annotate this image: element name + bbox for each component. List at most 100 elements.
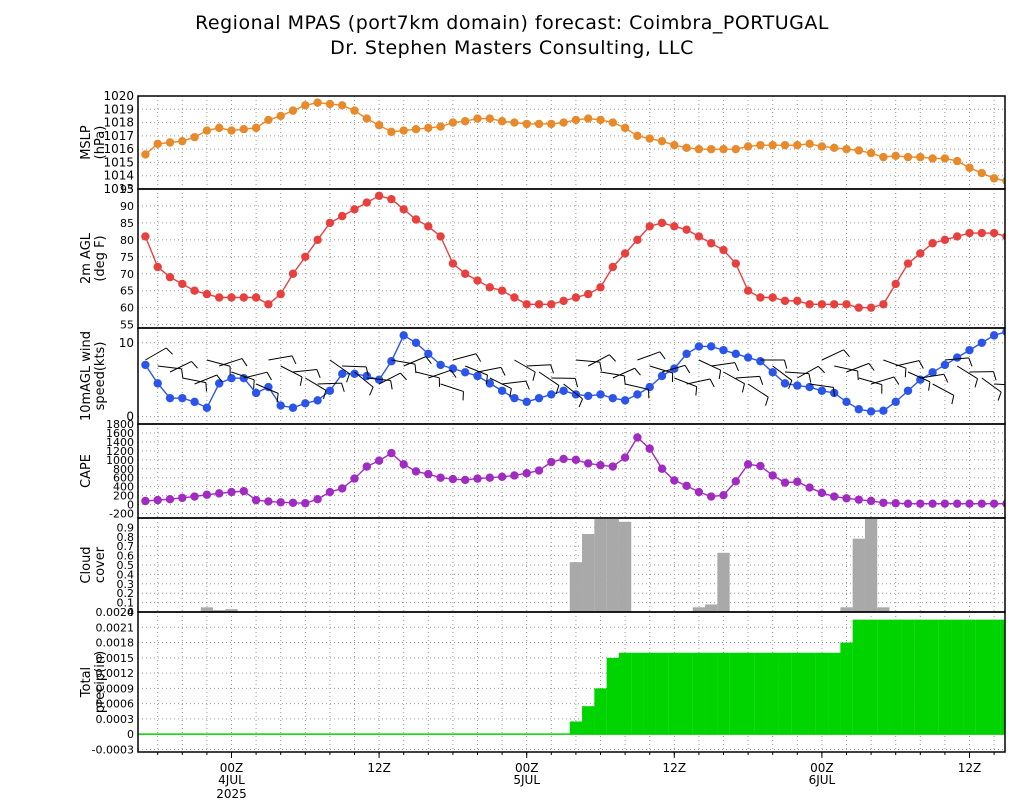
wind10m-point — [916, 375, 925, 384]
wind-barb-flag — [414, 364, 417, 374]
mslp-point — [239, 125, 248, 134]
wind10m-point — [559, 386, 568, 395]
mslp-point — [411, 125, 421, 134]
precip-step — [778, 652, 792, 735]
cloud-bar — [225, 609, 238, 612]
y-tick-label: 0.0012 — [96, 667, 135, 680]
mslp-point — [866, 148, 876, 158]
x-tick-label: 12Z — [367, 761, 391, 775]
cape-point — [165, 495, 175, 504]
wind-barb-flag — [718, 370, 722, 380]
mslp-point — [436, 122, 445, 131]
cape-point — [362, 462, 371, 471]
temp2m-point — [374, 191, 384, 200]
wind-barb — [219, 358, 243, 367]
panel-precip: -0.0003 0 0.0003 0.0006 0.0009 0.0012 0.0015 0.… — [79, 606, 1006, 756]
mslp-point — [325, 99, 335, 109]
y-tick-label: 1200 — [106, 445, 134, 458]
cape-point — [473, 474, 482, 483]
temp2m-point — [719, 245, 728, 255]
wind10m-point — [288, 403, 298, 412]
wind-barb — [587, 354, 610, 367]
mslp-point — [313, 98, 322, 107]
cape-point — [571, 455, 581, 465]
y-tick-label: 95 — [120, 183, 134, 196]
wind-barb-flag — [904, 368, 907, 378]
wind-barb-flag — [532, 371, 536, 381]
cloud-bar — [864, 518, 878, 612]
temp2m-point — [1002, 232, 1005, 241]
temp2m-point — [940, 235, 950, 245]
cloud-bar — [582, 533, 595, 612]
y-axis-label: MSLP — [79, 125, 94, 160]
mslp-point — [251, 123, 261, 133]
temp2m-point — [239, 293, 248, 302]
wind-barb-flag — [555, 385, 560, 395]
wind-barb — [145, 347, 167, 361]
wind10m-point — [178, 393, 187, 403]
cape-point — [694, 487, 704, 497]
temp2m-point — [645, 222, 654, 231]
temp2m-point — [251, 293, 261, 302]
cape-point — [817, 488, 827, 498]
cape-point — [903, 499, 913, 508]
y-tick-label: 0.0015 — [96, 652, 135, 665]
wind-barb — [711, 362, 736, 367]
cape-point — [842, 494, 851, 503]
wind10m-point — [202, 403, 212, 412]
wind-barb-flag — [500, 367, 506, 376]
wind-barb-flag — [832, 387, 836, 397]
wind-barb — [391, 359, 416, 365]
wind10m-point — [682, 349, 691, 359]
temp2m-point — [866, 303, 876, 312]
cape-point — [743, 460, 753, 469]
temp2m-point — [387, 194, 396, 204]
wind-barb — [169, 361, 192, 373]
wind10m-point — [596, 390, 605, 399]
mslp-point — [522, 119, 531, 129]
wind10m-point — [866, 407, 876, 416]
cloud-bar — [852, 538, 865, 612]
temp2m-point — [731, 259, 740, 268]
wind-barb — [428, 369, 452, 379]
wind-barb-flag — [266, 371, 272, 381]
y-tick-label: 0.9 — [117, 521, 135, 534]
cape-point — [387, 448, 396, 458]
wind10m-point — [731, 349, 740, 359]
wind-barb — [747, 383, 769, 398]
wind-barb — [194, 374, 218, 385]
y-tick-label: 0.8 — [117, 531, 135, 544]
precip-step — [963, 619, 976, 735]
wind-barb-flag — [365, 366, 369, 376]
wind10m-point — [215, 379, 224, 388]
wind-barb-flag — [759, 376, 764, 385]
wind-barb-flag — [817, 366, 825, 374]
wind-barb — [698, 359, 721, 371]
temp2m-point — [842, 300, 851, 309]
wind10m-point — [264, 382, 273, 392]
cape-point — [325, 487, 335, 497]
wind-barb — [834, 365, 858, 372]
y-tick-label: 0.6 — [117, 550, 135, 563]
y-tick-label: 0.0021 — [96, 621, 135, 634]
temp2m-point — [178, 279, 187, 289]
mslp-point — [916, 152, 925, 162]
x-date-label: 4JUL — [218, 773, 245, 787]
mslp-point — [584, 114, 593, 123]
cape-point — [1002, 499, 1005, 508]
temp2m-point — [670, 222, 679, 231]
wind-barb — [526, 364, 551, 367]
mslp-point — [891, 151, 900, 160]
precip-step — [606, 657, 620, 735]
precip-step — [864, 619, 878, 735]
cloud-bar — [569, 562, 583, 612]
cape-point — [424, 469, 433, 479]
wind-barb — [206, 359, 231, 367]
mslp-point — [448, 118, 458, 127]
panel-cloud: 00.10.20.30.40.50.60.70.80.9 Cloud cover — [79, 517, 1006, 619]
mslp-point — [817, 142, 827, 151]
mslp-point — [682, 143, 691, 153]
mslp-point — [264, 115, 273, 125]
cape-point — [288, 498, 298, 507]
wind-barb — [661, 364, 686, 373]
